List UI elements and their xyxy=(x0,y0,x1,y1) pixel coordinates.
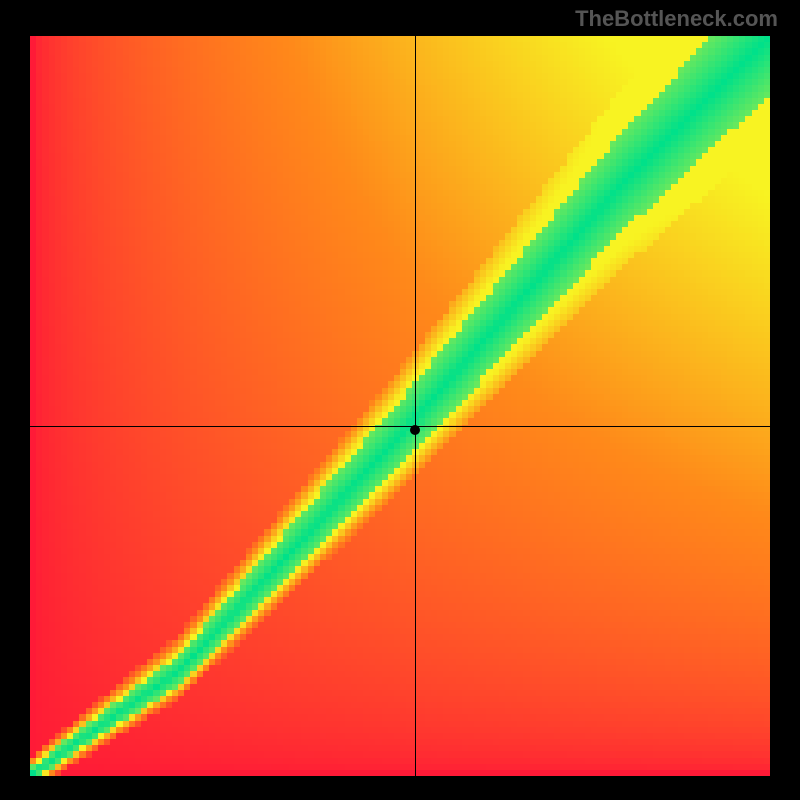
watermark-text: TheBottleneck.com xyxy=(575,6,778,32)
plot-overlay xyxy=(30,36,770,776)
crosshair-vertical xyxy=(415,36,416,776)
crosshair-marker xyxy=(410,425,420,435)
crosshair-horizontal xyxy=(30,426,770,427)
